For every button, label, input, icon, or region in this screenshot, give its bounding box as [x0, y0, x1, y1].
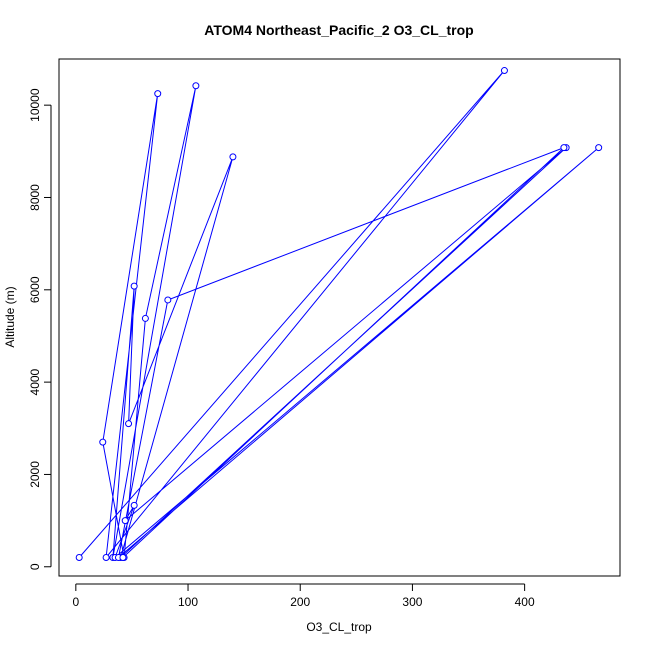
x-tick-label: 200 [290, 595, 310, 609]
data-point [192, 82, 200, 90]
chart-title: ATOM4 Northeast_Pacific_2 O3_CL_trop [204, 22, 473, 38]
data-point [229, 153, 237, 161]
data-point [102, 554, 110, 562]
data-point [130, 501, 138, 509]
data-point [560, 144, 568, 152]
x-axis: 0 100 200 300 400 [72, 583, 535, 609]
y-tick-label: 0 [28, 563, 42, 570]
series-line [78, 70, 600, 560]
y-axis: 0 2000 4000 6000 8000 10000 [28, 88, 52, 570]
data-point [121, 517, 129, 525]
data-point [130, 282, 138, 290]
y-tick-label: 2000 [28, 461, 42, 488]
data-point [141, 314, 149, 322]
x-axis-label: O3_CL_trop [306, 620, 372, 634]
x-tick-label: 100 [178, 595, 198, 609]
plot-area [58, 58, 621, 577]
y-tick-label: 10000 [28, 88, 42, 122]
y-tick-label: 6000 [28, 276, 42, 303]
data-point [119, 554, 127, 562]
data-point [125, 420, 133, 428]
y-tick-label: 4000 [28, 368, 42, 395]
data-point [595, 144, 603, 152]
x-tick-label: 0 [72, 595, 79, 609]
data-point [99, 438, 107, 446]
y-axis-label: Altitude (m) [3, 286, 17, 347]
data-point [75, 554, 83, 562]
data-point [164, 296, 172, 304]
data-points [75, 67, 603, 562]
x-tick-label: 300 [402, 595, 422, 609]
data-point [500, 67, 508, 75]
x-tick-label: 400 [515, 595, 535, 609]
data-point [154, 90, 162, 98]
y-tick-label: 8000 [28, 184, 42, 211]
